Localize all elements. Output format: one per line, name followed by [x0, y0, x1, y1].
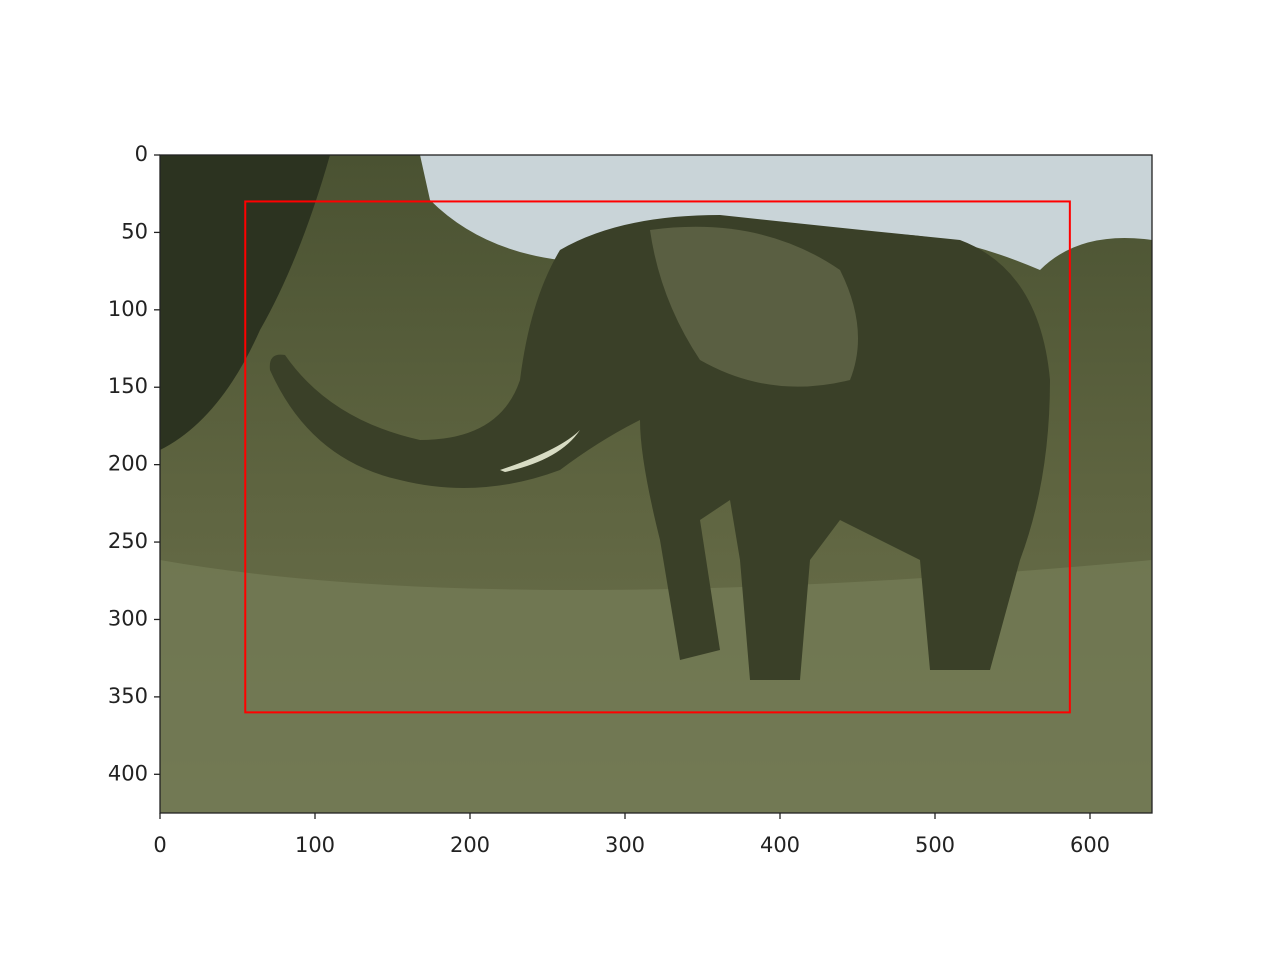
x-tick-label: 0	[153, 833, 166, 857]
photo	[160, 155, 1152, 813]
y-tick-label: 400	[108, 761, 148, 785]
x-tick-label: 200	[450, 833, 490, 857]
x-tick-label: 600	[1070, 833, 1110, 857]
y-tick-label: 200	[108, 452, 148, 476]
axes-frame	[159, 154, 1153, 814]
y-tick-label: 350	[108, 684, 148, 708]
x-tick-label: 400	[760, 833, 800, 857]
y-tick-label: 300	[108, 606, 148, 630]
y-tick-label: 50	[121, 219, 148, 243]
x-tick-label: 300	[605, 833, 645, 857]
bounding-box	[244, 200, 1071, 714]
x-tick-label: 100	[295, 833, 335, 857]
x-tick-label: 500	[915, 833, 955, 857]
y-tick-label: 250	[108, 529, 148, 553]
y-tick-label: 0	[135, 142, 148, 166]
y-tick-label: 150	[108, 374, 148, 398]
y-tick-label: 100	[108, 297, 148, 321]
